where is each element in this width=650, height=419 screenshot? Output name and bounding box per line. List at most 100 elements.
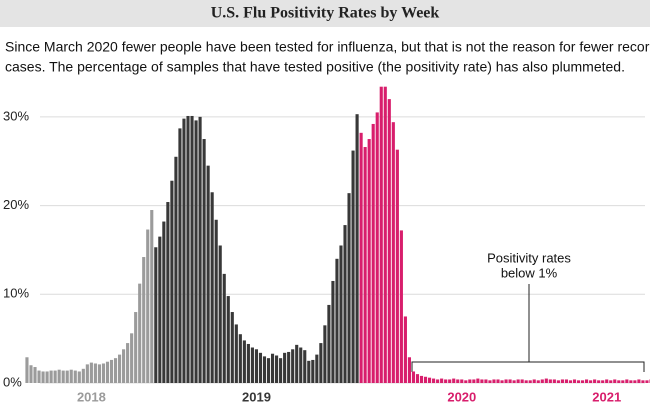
annotation: Positivity rates xyxy=(487,250,571,265)
bar xyxy=(49,370,53,383)
bar xyxy=(641,380,645,383)
bar xyxy=(347,193,351,383)
bar xyxy=(520,379,524,383)
bar xyxy=(355,114,359,384)
bar xyxy=(154,247,158,383)
bar xyxy=(335,258,339,383)
bar xyxy=(33,367,37,383)
bar xyxy=(633,380,637,383)
bar xyxy=(150,210,154,383)
bar xyxy=(101,363,106,383)
bar xyxy=(315,354,319,383)
y-tick-label: 30% xyxy=(3,108,29,123)
bar xyxy=(134,312,138,383)
bar xyxy=(496,379,500,383)
bar xyxy=(423,376,428,383)
bar xyxy=(476,378,480,383)
bar xyxy=(399,230,403,383)
bar xyxy=(472,379,476,383)
bar xyxy=(432,378,436,383)
bar xyxy=(57,369,61,383)
bar xyxy=(37,370,41,383)
bar xyxy=(395,149,399,383)
bar xyxy=(69,369,73,383)
x-tick-label: 2020 xyxy=(447,389,476,404)
bar xyxy=(637,379,641,383)
bar xyxy=(492,379,496,383)
bar xyxy=(262,356,267,383)
bar xyxy=(585,379,589,383)
x-tick-label: 2021 xyxy=(592,389,621,404)
bar xyxy=(77,371,81,383)
bar xyxy=(363,147,367,383)
bar xyxy=(311,359,315,383)
bar xyxy=(516,379,520,383)
bar xyxy=(287,351,291,383)
bar xyxy=(242,340,246,383)
bar xyxy=(371,123,375,383)
bar xyxy=(299,347,303,383)
bar xyxy=(436,379,440,383)
bar xyxy=(617,380,621,383)
bar xyxy=(319,343,323,383)
bar xyxy=(645,380,649,383)
bar xyxy=(182,118,186,383)
bar xyxy=(391,122,395,384)
bar xyxy=(456,379,460,383)
bar xyxy=(250,347,254,383)
bar xyxy=(427,377,432,383)
bar xyxy=(323,325,327,383)
bar xyxy=(65,370,69,383)
bar xyxy=(568,380,573,383)
bar xyxy=(403,316,407,383)
bar xyxy=(528,380,532,383)
bar xyxy=(564,379,569,383)
bar xyxy=(593,379,597,383)
bar xyxy=(279,358,283,383)
bar xyxy=(407,357,411,383)
annotation: below 1% xyxy=(501,265,558,280)
bar xyxy=(605,379,609,383)
bar xyxy=(580,380,585,383)
bar xyxy=(383,86,387,384)
bar xyxy=(536,380,540,383)
bar xyxy=(609,380,613,383)
bar xyxy=(194,120,198,384)
bar xyxy=(238,334,242,383)
bar xyxy=(178,128,182,383)
bar xyxy=(512,380,516,383)
bar xyxy=(258,352,263,383)
bar xyxy=(548,379,552,383)
bar xyxy=(508,379,512,383)
bar xyxy=(343,225,347,383)
bar xyxy=(186,115,190,383)
bar xyxy=(500,380,504,383)
bar xyxy=(303,350,307,383)
bar xyxy=(158,236,162,383)
bar xyxy=(162,221,166,383)
bar xyxy=(45,371,49,383)
bar xyxy=(283,352,287,383)
bar xyxy=(126,343,130,383)
bar xyxy=(444,379,448,383)
bar xyxy=(226,296,230,383)
bar xyxy=(218,245,222,383)
bar xyxy=(130,333,134,383)
bar xyxy=(73,370,77,383)
bar xyxy=(452,378,456,383)
bar xyxy=(560,379,564,383)
bar xyxy=(331,280,335,383)
bar xyxy=(41,371,45,383)
bar xyxy=(61,370,65,383)
bar xyxy=(367,139,371,383)
bar xyxy=(504,379,508,383)
bar xyxy=(576,380,581,383)
bar xyxy=(359,132,363,383)
bar xyxy=(25,357,29,383)
bar xyxy=(613,379,617,383)
bar xyxy=(81,368,85,383)
subtitle: cases. The percentage of samples that ha… xyxy=(5,59,625,75)
bar xyxy=(210,192,214,383)
annotation-bracket xyxy=(411,284,645,372)
